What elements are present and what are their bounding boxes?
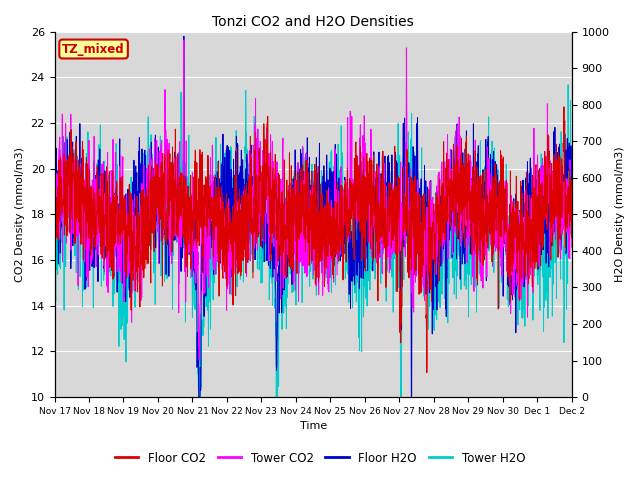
Legend: Floor CO2, Tower CO2, Floor H2O, Tower H2O: Floor CO2, Tower CO2, Floor H2O, Tower H… (110, 447, 530, 469)
Y-axis label: CO2 Density (mmol/m3): CO2 Density (mmol/m3) (15, 147, 25, 282)
Y-axis label: H2O Density (mmol/m3): H2O Density (mmol/m3) (615, 146, 625, 282)
Title: Tonzi CO2 and H2O Densities: Tonzi CO2 and H2O Densities (212, 15, 414, 29)
X-axis label: Time: Time (300, 421, 327, 432)
Text: TZ_mixed: TZ_mixed (62, 43, 125, 56)
